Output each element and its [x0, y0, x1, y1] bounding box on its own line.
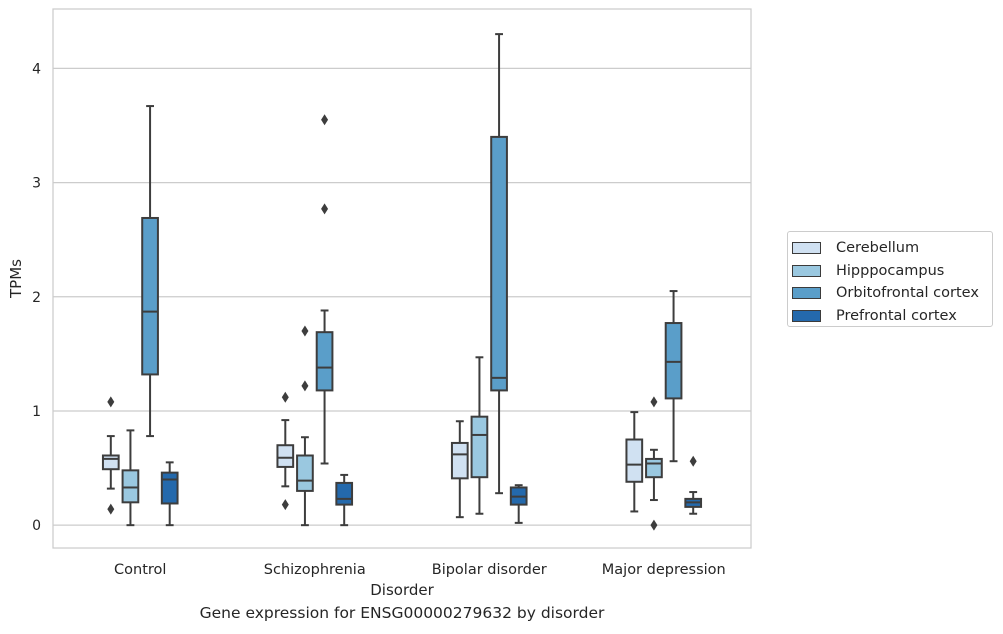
box-prefrontal-cortex [509, 484, 528, 524]
box-cerebellum [101, 396, 120, 515]
box-orbitofrontal-cortex [141, 105, 159, 438]
box-prefrontal-cortex [684, 455, 703, 515]
box-iqr [645, 457, 663, 479]
box-prefrontal-cortex [335, 473, 354, 527]
x-tick-label: Schizophrenia [264, 562, 366, 578]
box-iqr [141, 216, 159, 376]
box-iqr [490, 135, 508, 392]
legend: Cerebellum Hipppocampus Orbitofrontal co… [787, 231, 993, 327]
box-cerebellum [450, 420, 469, 519]
box-hipppocampus [296, 325, 314, 527]
box-hipppocampus [470, 356, 489, 515]
box-iqr [160, 471, 179, 505]
figure-caption: Gene expression for ENSG00000279632 by d… [199, 604, 605, 622]
legend-swatch-cerebellum [792, 242, 821, 255]
legend-item-orbitofrontal-cortex: Orbitofrontal cortex [792, 282, 992, 305]
outlier-point [281, 499, 289, 511]
y-tick-label: 0 [32, 518, 41, 534]
box-iqr [121, 469, 140, 504]
outlier-point [689, 455, 697, 467]
box-iqr [296, 454, 314, 492]
box-hipppocampus [645, 396, 663, 531]
box-iqr [276, 444, 295, 468]
outlier-point [107, 503, 115, 515]
box-iqr [450, 441, 469, 480]
box-orbitofrontal-cortex [315, 114, 334, 465]
box-cerebellum [276, 391, 295, 511]
box-cerebellum [625, 411, 644, 513]
y-tick-labels: 0 1 2 3 4 [32, 61, 41, 534]
y-tick-label: 4 [32, 61, 41, 77]
x-tick-labels: Control Schizophrenia Bipolar disorder Majo… [114, 562, 726, 578]
legend-label: Prefrontal cortex [836, 307, 957, 324]
box-iqr [625, 438, 644, 483]
box-iqr [470, 415, 489, 479]
box-iqr [335, 481, 354, 506]
box-orbitofrontal-cortex [664, 290, 683, 463]
outlier-point [650, 396, 658, 408]
legend-label: Hipppocampus [836, 262, 945, 279]
box-series [101, 33, 703, 531]
legend-swatch-orbitofrontal-cortex [792, 287, 821, 300]
x-tick-label: Bipolar disorder [432, 562, 547, 578]
outlier-point [650, 519, 658, 531]
grid-lines [53, 67, 751, 526]
legend-item-prefrontal-cortex: Prefrontal cortex [792, 305, 992, 328]
box-iqr [315, 331, 334, 392]
legend-item-hippocampus: Hipppocampus [792, 260, 992, 283]
box-iqr [101, 454, 120, 471]
x-axis-label: Disorder [370, 581, 434, 599]
box-prefrontal-cortex [160, 461, 179, 527]
outlier-point [281, 391, 289, 403]
x-tick-label: Control [114, 562, 166, 578]
outlier-point [321, 203, 329, 215]
outlier-point [107, 396, 115, 408]
outlier-point [301, 380, 309, 392]
legend-label: Cerebellum [836, 240, 920, 257]
box-orbitofrontal-cortex [490, 33, 508, 495]
box-iqr [664, 322, 683, 400]
y-tick-label: 2 [32, 290, 41, 306]
plot-frame [52, 8, 752, 549]
outlier-point [301, 325, 309, 337]
box-hipppocampus [121, 429, 140, 527]
legend-item-cerebellum: Cerebellum [792, 237, 992, 260]
legend-label: Orbitofrontal cortex [836, 285, 979, 302]
y-axis-label: TPMs [7, 259, 25, 299]
y-tick-label: 1 [32, 404, 41, 420]
x-tick-label: Major depression [602, 562, 726, 578]
legend-swatch-hippocampus [792, 264, 821, 277]
y-tick-label: 3 [32, 176, 41, 192]
legend-swatch-prefrontal-cortex [792, 309, 821, 322]
outlier-point [321, 114, 329, 126]
